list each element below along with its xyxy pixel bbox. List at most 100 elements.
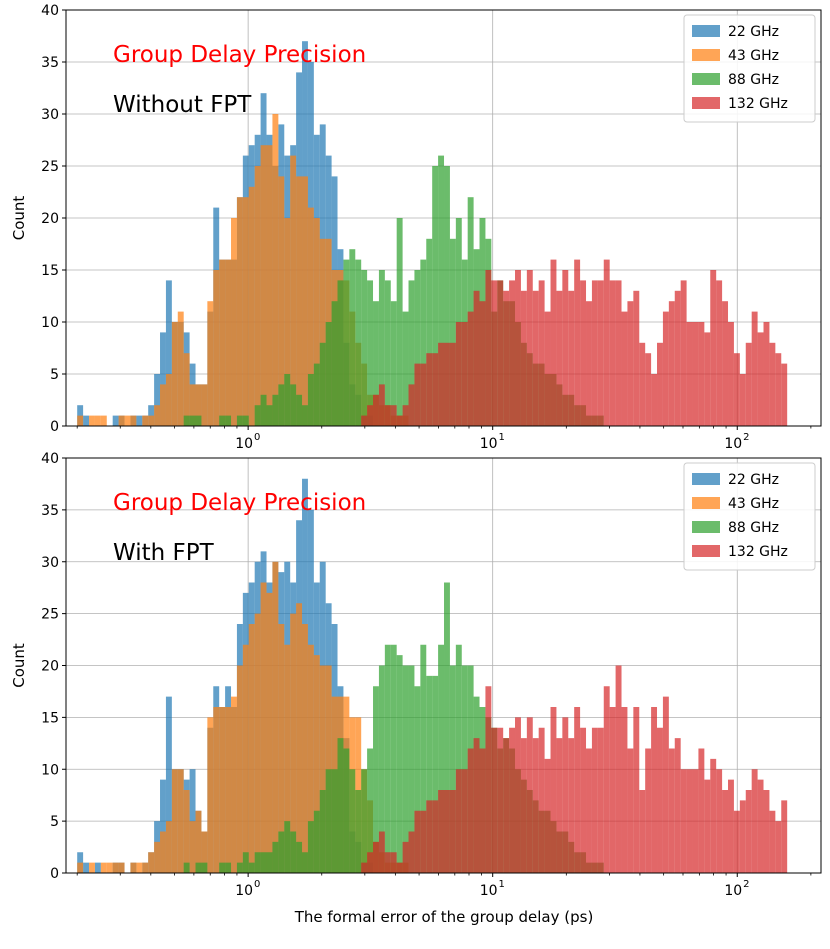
histogram-bar xyxy=(154,374,161,426)
histogram-bar xyxy=(307,374,314,426)
histogram-bar xyxy=(266,145,273,426)
histogram-bar xyxy=(118,862,125,873)
histogram-bar xyxy=(213,270,220,426)
histogram-bar xyxy=(284,644,291,873)
histogram-bar xyxy=(313,810,320,873)
y-tick-label: 5 xyxy=(50,367,59,383)
histogram-bar xyxy=(231,696,237,873)
histogram-bar xyxy=(444,166,450,426)
histogram-bar xyxy=(680,280,687,426)
histogram-bar xyxy=(704,332,711,426)
histogram-bar xyxy=(473,738,480,873)
histogram-bar xyxy=(674,738,681,873)
histogram-bar xyxy=(586,748,592,873)
histogram-bar xyxy=(722,301,729,426)
histogram-bar xyxy=(307,644,314,873)
histogram-bar xyxy=(438,342,445,426)
histogram-bar xyxy=(497,280,504,426)
histogram-bar xyxy=(526,717,533,873)
histogram-bar xyxy=(160,332,166,426)
histogram-bar xyxy=(769,810,776,873)
histogram-bar xyxy=(639,342,646,426)
histogram-bar xyxy=(438,155,445,426)
x-tick-label: 10 xyxy=(724,436,742,452)
histogram-bar xyxy=(609,707,616,873)
legend-swatch xyxy=(692,25,720,37)
histogram-bar xyxy=(236,415,243,426)
legend: 22 GHz 43 GHz 88 GHz 132 GHz xyxy=(683,462,816,571)
histogram-bar xyxy=(118,415,125,426)
histogram-bar xyxy=(520,738,527,873)
histogram-bar xyxy=(183,862,190,873)
histogram-bar xyxy=(242,644,249,873)
y-tick-label: 15 xyxy=(41,710,59,726)
histogram-bar xyxy=(491,280,498,426)
annotation-title: Group Delay Precision xyxy=(113,42,366,68)
histogram-bar xyxy=(420,259,427,426)
histogram-bar xyxy=(284,374,291,426)
histogram-bar xyxy=(195,384,202,426)
legend-swatch xyxy=(692,49,720,61)
histogram-bar xyxy=(183,353,190,426)
histogram-bar xyxy=(254,852,261,873)
histogram-bar xyxy=(313,218,320,426)
legend-label: 132 GHz xyxy=(728,96,788,112)
histogram-bar xyxy=(367,405,374,426)
annotation-subtitle: Without FPT xyxy=(113,92,252,118)
histogram-bar xyxy=(503,290,510,426)
histogram-bar xyxy=(438,644,445,873)
histogram-bar xyxy=(550,707,557,873)
histogram-bar xyxy=(408,280,415,426)
histogram-bar xyxy=(544,758,551,873)
legend-label: 43 GHz xyxy=(728,496,779,512)
histogram-bar xyxy=(290,613,297,873)
histogram-bar xyxy=(278,624,285,873)
histogram-bar xyxy=(420,810,427,873)
histogram-bar xyxy=(668,301,675,426)
histogram-bar xyxy=(479,748,486,873)
histogram-bar xyxy=(426,675,433,873)
histogram-bar xyxy=(367,280,374,426)
histogram-bar xyxy=(236,665,243,873)
histogram-bar xyxy=(219,707,226,873)
histogram-bar xyxy=(378,384,385,426)
legend-swatch xyxy=(692,545,720,557)
histogram-bar xyxy=(302,405,308,426)
histogram-bar xyxy=(745,342,752,426)
histogram-bar xyxy=(260,394,267,426)
y-tick-label: 15 xyxy=(41,263,59,279)
histogram-bar xyxy=(290,384,297,426)
histogram-bar xyxy=(532,738,539,873)
histogram-bar xyxy=(574,259,581,426)
y-tick-label: 0 xyxy=(50,866,59,882)
histogram-bar xyxy=(355,790,362,873)
histogram-bar xyxy=(248,862,255,873)
y-tick-label: 20 xyxy=(41,211,59,227)
x-tick-exponent: 2 xyxy=(743,432,749,443)
histogram-bar xyxy=(716,769,723,873)
histogram-bar xyxy=(254,405,261,426)
histogram-bar xyxy=(195,810,202,873)
histogram-bar xyxy=(154,405,161,426)
x-tick-label: 10 xyxy=(235,883,253,899)
histogram-bar xyxy=(106,862,113,873)
x-tick-exponent: 0 xyxy=(254,432,260,443)
histogram-bar xyxy=(396,218,403,426)
histogram-bar xyxy=(165,374,172,426)
histogram-bar xyxy=(313,363,320,426)
y-axis-label: Count xyxy=(10,643,28,688)
histogram-bar xyxy=(112,415,119,426)
x-tick-label: 10 xyxy=(480,436,498,452)
histogram-bar xyxy=(633,290,640,426)
histogram-bar xyxy=(248,624,255,873)
histogram-bar xyxy=(509,280,516,426)
x-tick-exponent: 0 xyxy=(254,879,260,890)
histogram-bar xyxy=(432,353,439,426)
histogram-bar xyxy=(325,322,332,426)
histogram-bar xyxy=(414,810,421,873)
histogram-bar xyxy=(580,280,587,426)
histogram-bar xyxy=(556,290,563,426)
histogram-bar xyxy=(195,862,202,873)
histogram-bar xyxy=(183,415,190,426)
histogram-bar xyxy=(532,290,539,426)
